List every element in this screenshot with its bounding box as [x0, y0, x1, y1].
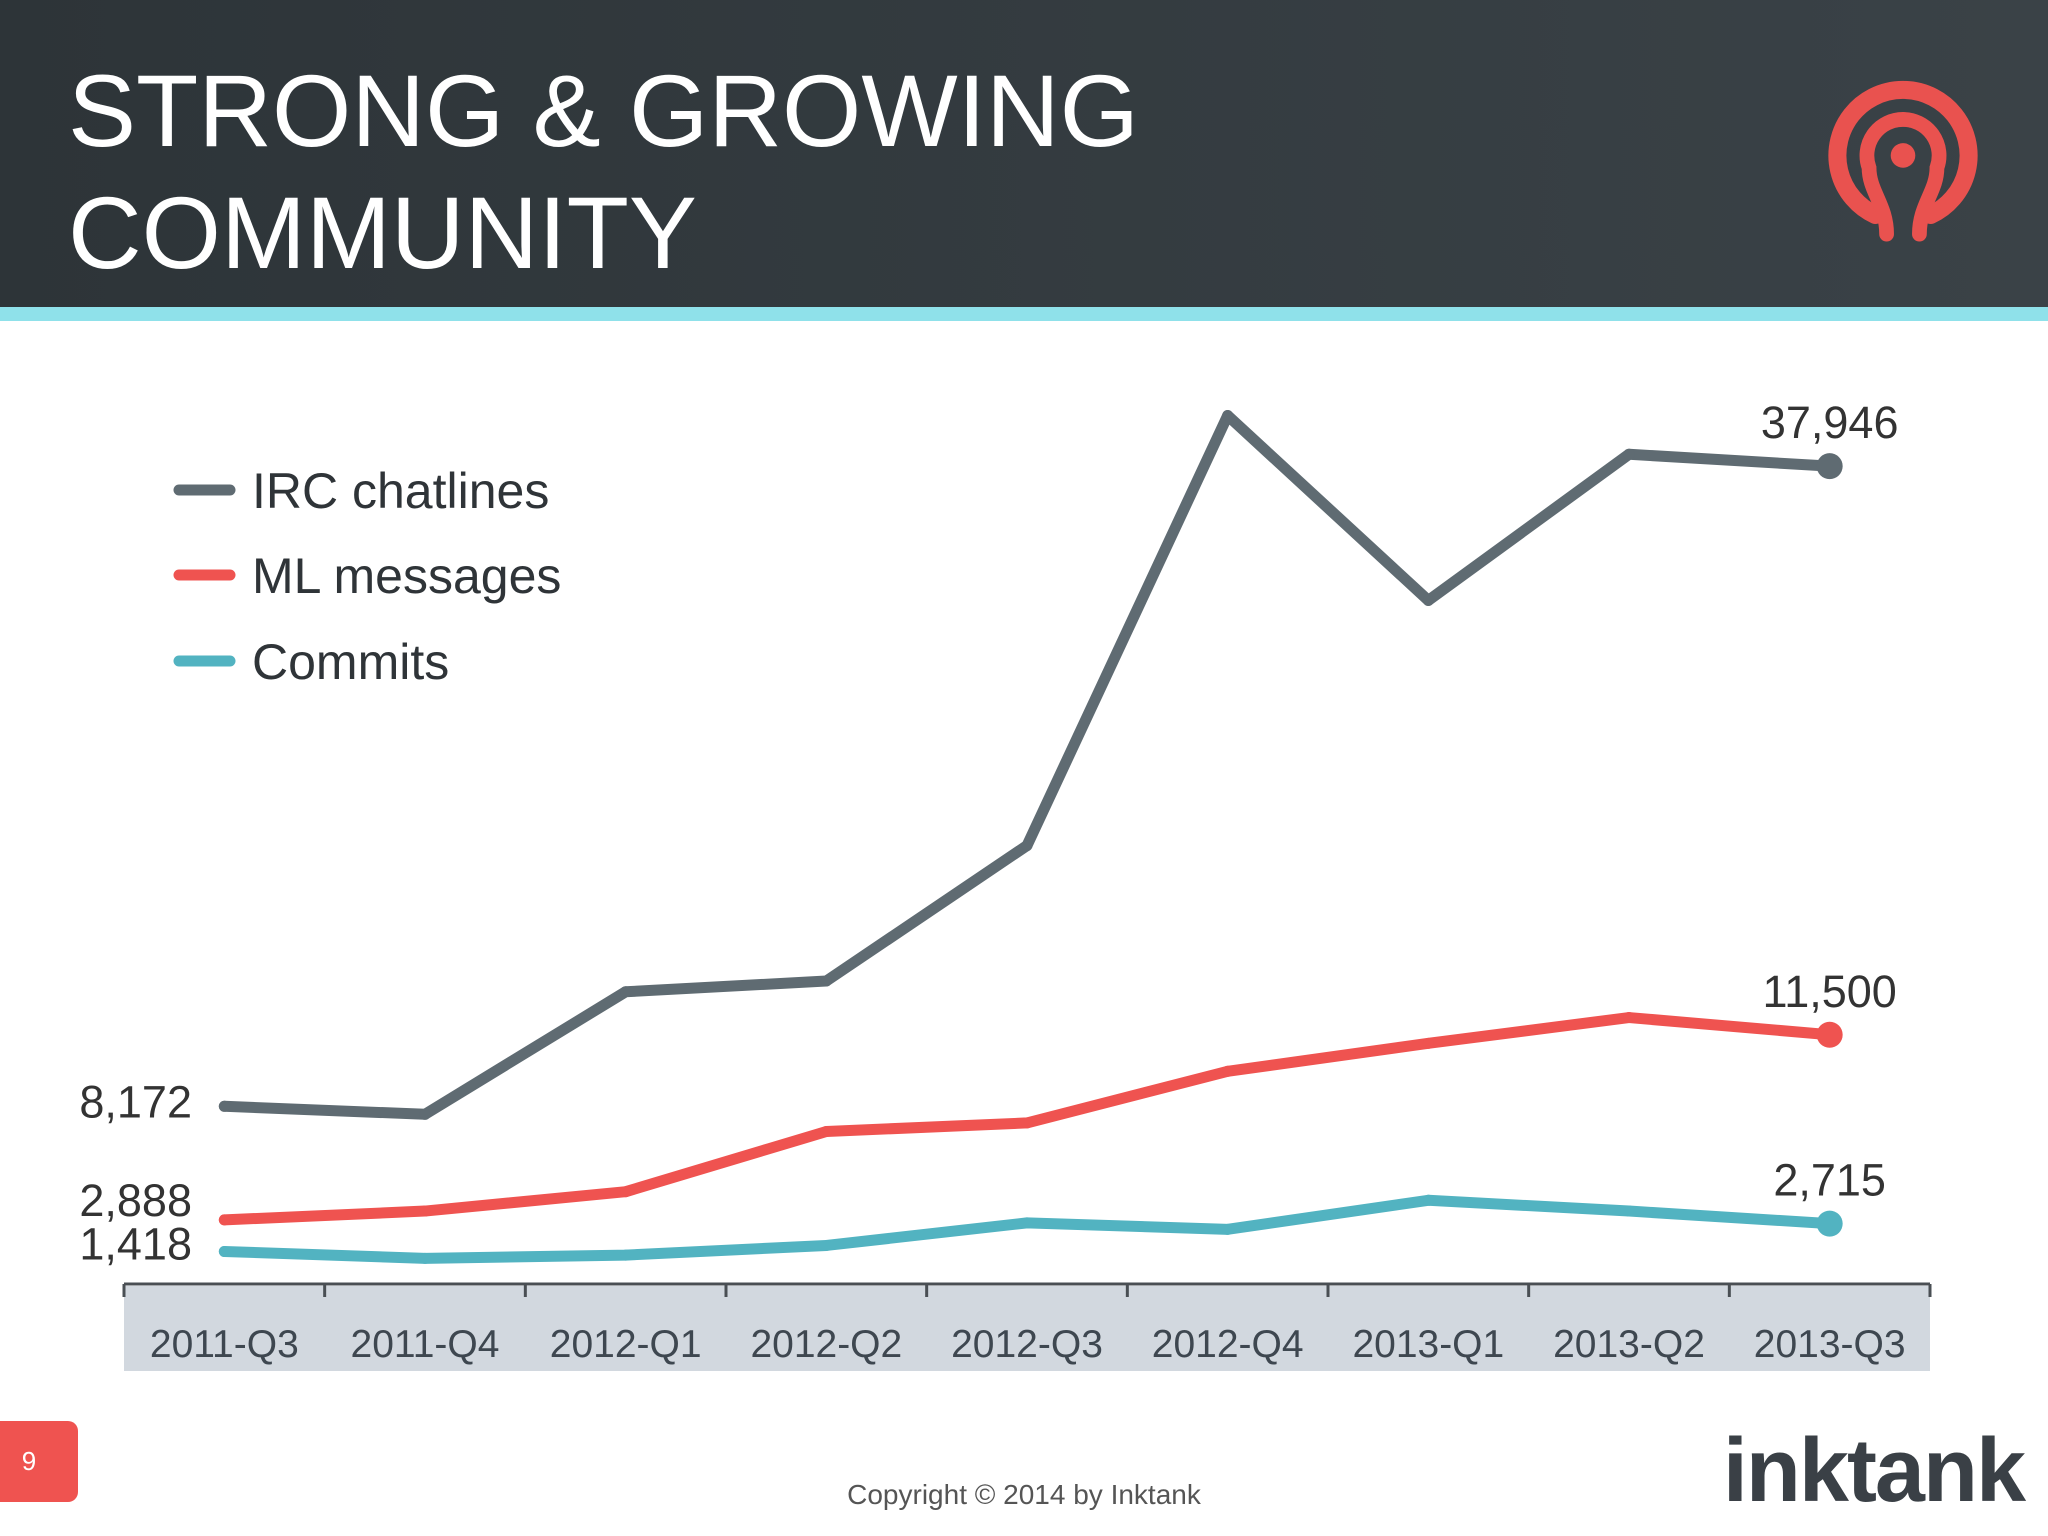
data-point-commits	[1422, 1194, 1434, 1206]
data-point-irc-chatlines	[419, 1108, 431, 1120]
series-commits	[218, 1194, 1843, 1264]
x-axis: 2011-Q3 2011-Q4 2012-Q1 2012-Q2 2012-Q3 2012-…	[122, 1282, 1932, 1371]
data-point-commits	[820, 1239, 832, 1251]
ceph-logo-icon	[1828, 80, 1978, 242]
start-label-irc-chatlines: 8,172	[79, 1076, 192, 1127]
end-label-irc-chatlines: 37,946	[1761, 397, 1899, 448]
data-point-irc-chatlines	[1222, 410, 1234, 422]
end-marker-irc-chatlines	[1816, 453, 1843, 480]
legend-item-ml-messages: ML messages	[173, 548, 561, 604]
data-point-ml-messages	[1021, 1117, 1033, 1129]
chart-legend: IRC chatlines ML messages Commits	[173, 463, 561, 690]
data-point-irc-chatlines	[820, 975, 832, 987]
legend-label-ml-messages: ML messages	[252, 548, 561, 604]
x-tick-label: 2013-Q2	[1553, 1323, 1705, 1366]
data-point-ml-messages	[419, 1205, 431, 1217]
x-tick-label: 2012-Q3	[951, 1323, 1103, 1366]
data-point-ml-messages	[1422, 1037, 1434, 1049]
legend-label-commits: Commits	[252, 634, 449, 690]
data-point-irc-chatlines	[1422, 594, 1434, 606]
inktank-logo-wordmark: inktank	[1722, 1421, 2026, 1521]
data-point-commits	[419, 1252, 431, 1264]
series-ml-messages	[218, 1012, 1843, 1226]
series-line-irc-chatlines	[218, 410, 1836, 1120]
data-point-commits	[620, 1249, 632, 1261]
legend-item-irc-chatlines: IRC chatlines	[173, 463, 549, 519]
page-number: 9	[21, 1446, 37, 1476]
data-point-irc-chatlines	[218, 1100, 230, 1112]
end-label-commits: 2,715	[1773, 1155, 1886, 1206]
x-tick-label: 2011-Q3	[150, 1323, 299, 1366]
slide-header	[0, 0, 2048, 307]
slide-title-line-2: COMMUNITY	[68, 176, 697, 290]
end-marker-ml-messages	[1816, 1021, 1843, 1048]
data-point-irc-chatlines	[1623, 448, 1635, 460]
page-number-badge: 9	[0, 1421, 78, 1502]
x-tick-label: 2012-Q2	[750, 1323, 902, 1366]
x-tick-label: 2011-Q4	[351, 1323, 500, 1366]
data-point-ml-messages	[1623, 1012, 1635, 1024]
series-layer	[218, 410, 1843, 1264]
legend-label-irc-chatlines: IRC chatlines	[252, 463, 549, 519]
series-irc-chatlines	[218, 410, 1843, 1120]
x-tick-label: 2012-Q4	[1152, 1323, 1304, 1366]
legend-item-commits: Commits	[173, 634, 449, 690]
x-tick-label: 2013-Q3	[1754, 1323, 1906, 1366]
slide-title-line-1: STRONG & GROWING	[68, 54, 1139, 168]
copyright-notice: Copyright © 2014 by Inktank	[847, 1479, 1201, 1510]
data-point-commits	[1222, 1223, 1234, 1235]
data-point-ml-messages	[218, 1214, 230, 1226]
x-tick-label: 2013-Q1	[1352, 1323, 1504, 1366]
start-label-ml-messages: 2,888	[79, 1175, 192, 1226]
data-point-ml-messages	[1222, 1065, 1234, 1077]
end-label-ml-messages: 11,500	[1763, 966, 1897, 1017]
data-point-commits	[1021, 1217, 1033, 1229]
data-point-commits	[218, 1246, 230, 1258]
start-label-commits: 1,418	[79, 1219, 192, 1270]
data-point-commits	[1623, 1205, 1635, 1217]
data-point-irc-chatlines	[1021, 840, 1033, 852]
x-tick-label: 2012-Q1	[550, 1323, 702, 1366]
data-point-ml-messages	[620, 1186, 632, 1198]
data-labels: 8,172 37,946 2,888 11,500 1,418 2,715	[79, 397, 1898, 1269]
data-point-irc-chatlines	[620, 986, 632, 998]
header-accent-stripe	[0, 307, 2048, 321]
end-marker-commits	[1816, 1210, 1843, 1237]
data-point-ml-messages	[820, 1126, 832, 1137]
line-chart: 2011-Q3 2011-Q4 2012-Q1 2012-Q2 2012-Q3 2012-…	[79, 397, 1932, 1371]
x-axis-band	[124, 1286, 1930, 1371]
